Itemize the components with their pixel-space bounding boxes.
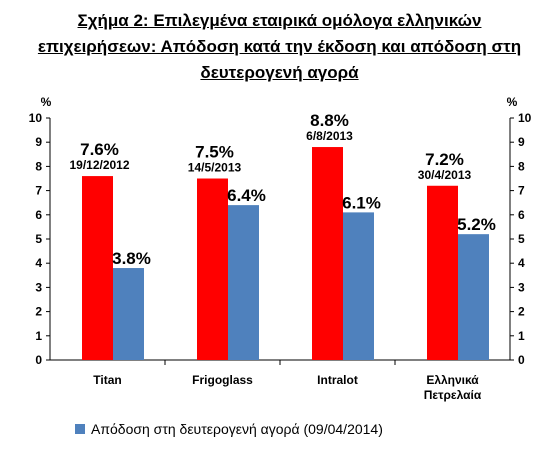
bar-secondary-yield	[458, 234, 489, 360]
data-label-issue: 7.2%	[425, 150, 464, 169]
y-tick-label-right: 3	[518, 280, 525, 294]
legend-label-secondary: Απόδοση στη δευτερογενή αγορά (09/04/201…	[91, 421, 383, 437]
category-label: Intralot	[317, 373, 358, 387]
category-label: Frigoglass	[192, 373, 253, 387]
y-tick-label-right: 9	[518, 135, 525, 149]
y-tick-label-left: 0	[35, 353, 42, 367]
data-label-secondary: 6.4%	[227, 186, 266, 205]
y-tick-label-right: 8	[518, 159, 525, 173]
issue-date-label: 30/4/2013	[418, 168, 472, 182]
chart-title: Σχήμα 2: Επιλεγμένα εταιρικά ομόλογα ελλ…	[0, 8, 559, 86]
y-axis-unit-left: %	[41, 95, 52, 109]
title-line-1: Σχήμα 2: Επιλεγμένα εταιρικά ομόλογα ελλ…	[77, 11, 482, 30]
issue-date-label: 19/12/2012	[69, 158, 129, 172]
y-tick-label-left: 3	[35, 280, 42, 294]
data-label-issue: 8.8%	[310, 111, 349, 130]
y-tick-label-right: 2	[518, 305, 525, 319]
legend: Απόδοση στη δευτερογενή αγορά (09/04/201…	[75, 421, 383, 437]
category-label: Titan	[93, 373, 121, 387]
y-tick-label-left: 2	[35, 305, 42, 319]
category-label: Ελληνικά	[426, 373, 479, 387]
category-label: Πετρελαία	[424, 388, 482, 402]
y-tick-label-right: 10	[518, 111, 532, 125]
y-tick-label-left: 4	[35, 256, 42, 270]
y-tick-label-left: 7	[35, 184, 42, 198]
y-tick-label-left: 8	[35, 159, 42, 173]
data-label-secondary: 3.8%	[112, 249, 151, 268]
legend-swatch-secondary	[75, 424, 85, 434]
y-tick-label-left: 6	[35, 208, 42, 222]
title-line-3: δευτερογενή αγορά	[200, 63, 359, 82]
bar-secondary-yield	[343, 212, 374, 360]
y-axis-unit-right: %	[507, 95, 518, 109]
y-tick-label-right: 0	[518, 353, 525, 367]
title-line-2: επιχειρήσεων: Απόδοση κατά την έκδοση κα…	[37, 37, 522, 56]
y-tick-label-right: 5	[518, 232, 525, 246]
bar-issue-yield	[197, 178, 228, 360]
y-tick-label-right: 7	[518, 184, 525, 198]
data-label-secondary: 6.1%	[342, 193, 381, 212]
bar-issue-yield	[82, 176, 113, 360]
data-label-secondary: 5.2%	[457, 215, 496, 234]
y-tick-label-left: 9	[35, 135, 42, 149]
bar-secondary-yield	[113, 268, 144, 360]
y-tick-label-right: 4	[518, 256, 525, 270]
bar-issue-yield	[312, 147, 343, 360]
y-tick-label-left: 10	[29, 111, 43, 125]
issue-date-label: 6/8/2013	[306, 129, 353, 143]
data-label-issue: 7.6%	[80, 140, 119, 159]
issue-date-label: 14/5/2013	[188, 161, 242, 175]
y-tick-label-right: 6	[518, 208, 525, 222]
y-tick-label-left: 1	[35, 329, 42, 343]
bar-secondary-yield	[228, 205, 259, 360]
bar-issue-yield	[427, 185, 458, 360]
y-tick-label-right: 1	[518, 329, 525, 343]
y-tick-label-left: 5	[35, 232, 42, 246]
data-label-issue: 7.5%	[195, 143, 234, 162]
